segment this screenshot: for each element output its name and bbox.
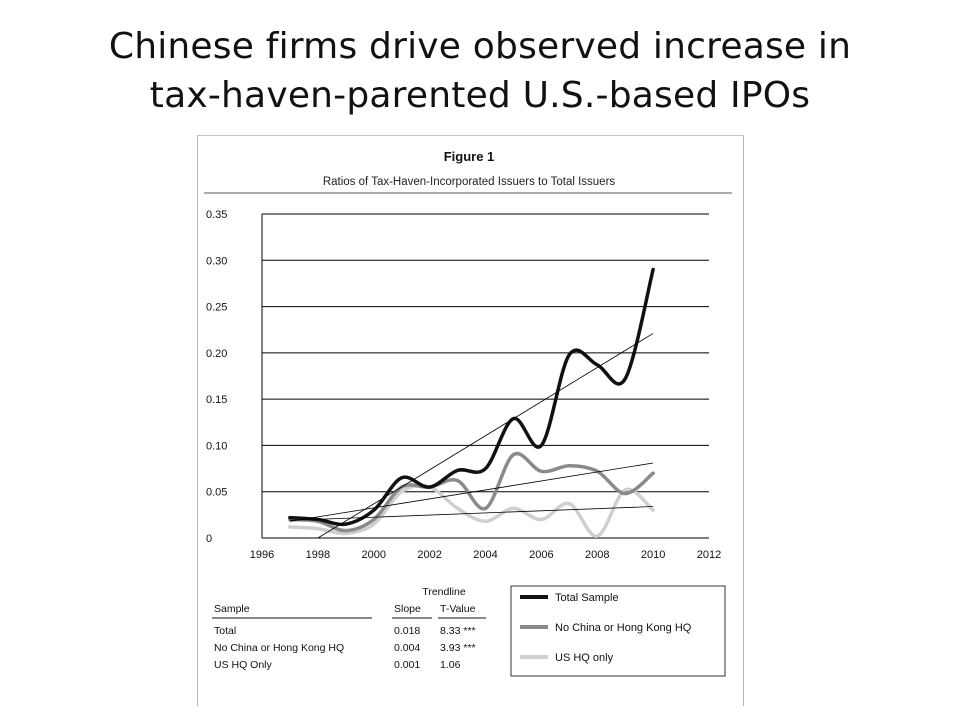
legend-label-total-sample: Total Sample <box>555 592 619 604</box>
trend-table-heading: Trendline <box>422 586 466 598</box>
y-tick-label: 0.10 <box>206 440 227 452</box>
trendline <box>289 506 654 521</box>
x-tick-label: 2010 <box>641 549 665 561</box>
trend-row-slope: 0.001 <box>394 659 420 671</box>
trend-row-label: US HQ Only <box>214 659 273 671</box>
legend-label-us-hq: US HQ only <box>555 652 614 664</box>
trend-col-sample: Sample <box>214 603 250 615</box>
x-tick-label: 2004 <box>473 549 497 561</box>
y-tick-label: 0.25 <box>206 302 227 314</box>
legend-label-no-china: No China or Hong Kong HQ <box>555 622 692 634</box>
y-tick-label: 0 <box>206 533 212 545</box>
x-tick-label: 2000 <box>362 549 386 561</box>
series-no-china-or-hk-hq <box>288 451 655 533</box>
trendline <box>289 462 654 522</box>
trend-col-tvalue: T-Value <box>440 603 476 615</box>
figure-panel: Figure 1 Ratios of Tax-Haven-Incorporate… <box>197 135 744 706</box>
chart-legend: Total Sample No China or Hong Kong HQ US… <box>510 585 726 677</box>
trend-row-tvalue: 8.33 *** <box>440 625 476 637</box>
slide-title-line-2: tax-haven-parented U.S.-based IPOs <box>149 75 811 116</box>
x-tick-label: 2012 <box>697 549 721 561</box>
y-tick-label: 0.05 <box>206 487 227 499</box>
y-tick-label: 0.35 <box>206 209 227 221</box>
trend-row-label: No China or Hong Kong HQ <box>214 642 344 654</box>
legend-box <box>510 585 726 677</box>
y-tick-label: 0.30 <box>206 255 227 267</box>
series-total-sample <box>288 267 655 527</box>
trend-row-tvalue: 3.93 *** <box>440 642 476 654</box>
y-tick-label: 0.15 <box>206 394 227 406</box>
slide-title: Chinese firms drive observed increase in… <box>0 22 960 120</box>
x-tick-label: 1996 <box>250 549 274 561</box>
figure-label: Figure 1 <box>444 149 495 164</box>
x-tick-label: 2002 <box>417 549 441 561</box>
trend-table: Trendline Sample Slope T-Value Total 0.0… <box>212 586 486 671</box>
y-tick-label: 0.20 <box>206 348 227 360</box>
slide-title-line-1: Chinese firms drive observed increase in <box>108 26 852 67</box>
series-us-hq-only <box>288 483 655 538</box>
trend-row-tvalue: 1.06 <box>440 659 461 671</box>
x-tick-label: 2006 <box>529 549 553 561</box>
trend-row-slope: 0.018 <box>394 625 420 637</box>
x-tick-label: 1998 <box>306 549 330 561</box>
trend-row-slope: 0.004 <box>394 642 420 654</box>
trendline <box>317 333 654 539</box>
x-tick-label: 2008 <box>585 549 609 561</box>
figure-subtitle: Ratios of Tax-Haven-Incorporated Issuers… <box>323 176 616 188</box>
figure-chart: Figure 1 Ratios of Tax-Haven-Incorporate… <box>204 149 732 677</box>
plot-area: 0 0.05 0.10 0.15 0.20 0.25 0.30 0.35 1996 1998 200… <box>206 209 721 561</box>
trend-row-label: Total <box>214 625 236 637</box>
trend-col-slope: Slope <box>394 603 421 615</box>
